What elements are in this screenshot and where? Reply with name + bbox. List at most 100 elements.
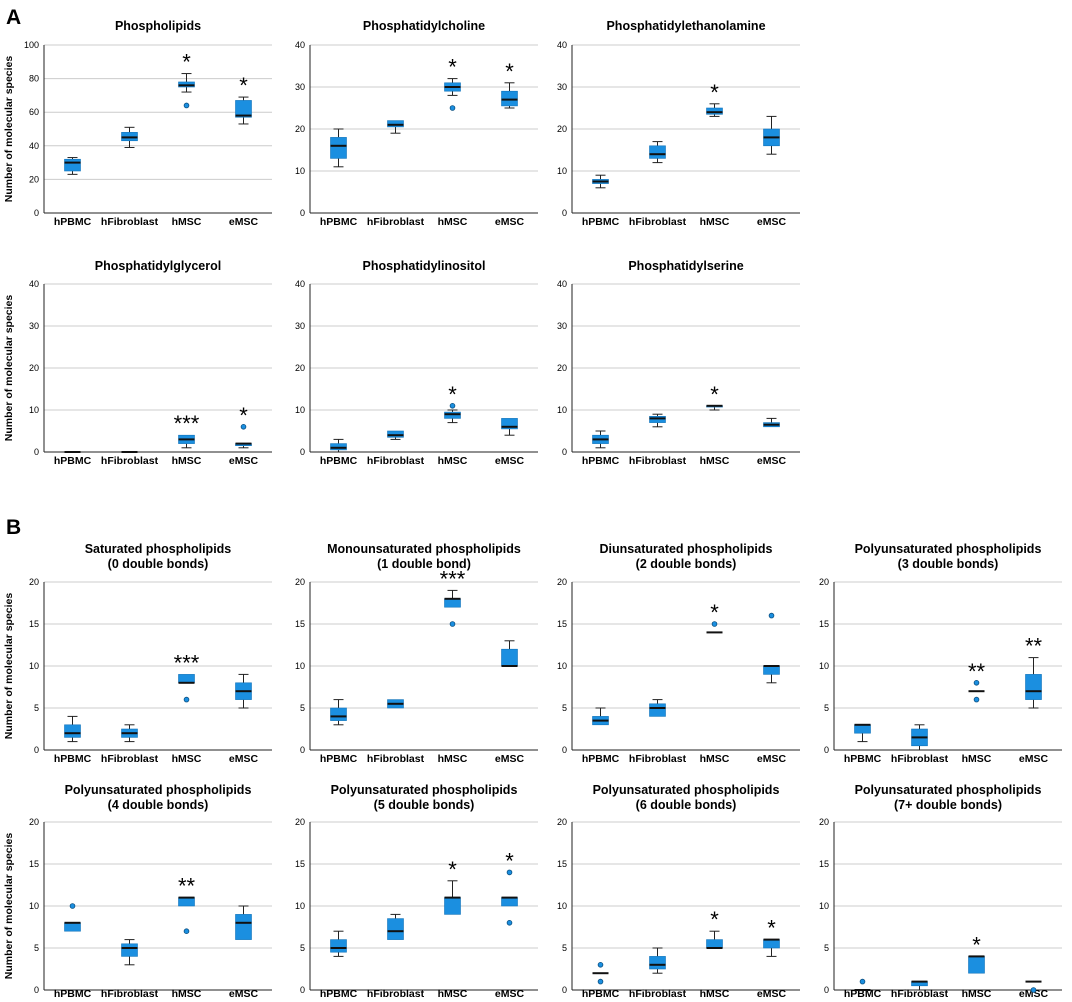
box-group bbox=[649, 699, 666, 717]
x-tick-label: eMSC bbox=[1019, 988, 1049, 1000]
box-group bbox=[121, 724, 138, 743]
significance-marker: ** bbox=[968, 659, 986, 684]
box bbox=[649, 703, 666, 717]
box-group bbox=[911, 724, 928, 751]
x-tick-label: hPBMC bbox=[320, 216, 358, 228]
box-group bbox=[592, 707, 609, 726]
box bbox=[330, 443, 347, 451]
chart-5: Phosphatidylinositol 0 10 20 30 40 hPBMC hFibro… bbox=[295, 259, 538, 467]
significance-marker: * bbox=[448, 382, 457, 407]
x-tick-label: eMSC bbox=[229, 988, 259, 1000]
box bbox=[706, 107, 723, 115]
x-tick-label: hMSC bbox=[700, 988, 730, 1000]
box-group: * bbox=[444, 382, 461, 424]
x-tick-label: hPBMC bbox=[582, 988, 620, 1000]
x-tick-label: hFibroblast bbox=[367, 988, 425, 1000]
y-tick-label: 5 bbox=[34, 703, 39, 713]
y-tick-label: 0 bbox=[300, 985, 305, 995]
x-tick-label: hPBMC bbox=[844, 753, 882, 765]
chart-12: Polyunsaturated phospholipids(5 double b… bbox=[295, 783, 538, 1000]
x-tick-label: hFibroblast bbox=[101, 216, 159, 228]
y-axis-label: Number of molecular species bbox=[3, 593, 15, 740]
y-tick-label: 0 bbox=[34, 985, 39, 995]
chart-title: Phosphatidylglycerol bbox=[95, 259, 221, 273]
box-group bbox=[64, 715, 81, 743]
outlier-point bbox=[597, 978, 604, 985]
outlier-point bbox=[973, 696, 980, 703]
outlier-point bbox=[859, 978, 866, 985]
y-tick-label: 20 bbox=[557, 124, 567, 134]
box bbox=[763, 665, 780, 675]
box-group: * bbox=[178, 50, 195, 109]
y-tick-label: 20 bbox=[819, 817, 829, 827]
box-group bbox=[235, 673, 252, 709]
x-tick-label: hPBMC bbox=[582, 455, 620, 467]
box-group: * bbox=[444, 857, 461, 915]
x-tick-label: hFibroblast bbox=[101, 988, 159, 1000]
box-group bbox=[64, 157, 81, 175]
x-tick-label: hMSC bbox=[962, 753, 992, 765]
box bbox=[501, 418, 518, 430]
box-group bbox=[592, 961, 609, 985]
y-tick-label: 10 bbox=[557, 661, 567, 671]
x-tick-label: hFibroblast bbox=[629, 988, 687, 1000]
box bbox=[649, 415, 666, 423]
box bbox=[706, 939, 723, 949]
outlier-point bbox=[183, 928, 190, 934]
outlier-point bbox=[973, 679, 980, 686]
chart-title: (5 double bonds) bbox=[374, 798, 475, 812]
y-tick-label: 0 bbox=[562, 447, 567, 457]
y-tick-label: 10 bbox=[557, 405, 567, 415]
x-tick-label: hPBMC bbox=[54, 988, 92, 1000]
y-tick-label: 40 bbox=[295, 279, 305, 289]
x-tick-label: hFibroblast bbox=[629, 455, 687, 467]
y-axis-label: Number of molecular species bbox=[3, 833, 15, 980]
panel-label-b: B bbox=[6, 516, 21, 539]
significance-marker: * bbox=[767, 916, 776, 941]
y-tick-label: 40 bbox=[29, 141, 39, 151]
chart-title: Phosphatidylserine bbox=[628, 259, 743, 273]
x-tick-label: hFibroblast bbox=[891, 753, 949, 765]
x-tick-label: eMSC bbox=[495, 753, 525, 765]
x-tick-label: hFibroblast bbox=[629, 753, 687, 765]
box-group: * bbox=[235, 403, 252, 449]
box-group bbox=[854, 723, 871, 743]
box bbox=[649, 145, 666, 159]
chart-title: Polyunsaturated phospholipids bbox=[855, 783, 1042, 797]
outlier-point bbox=[597, 961, 604, 968]
box bbox=[178, 897, 195, 907]
x-tick-label: hFibroblast bbox=[367, 216, 425, 228]
y-tick-label: 20 bbox=[295, 363, 305, 373]
x-tick-label: hMSC bbox=[172, 216, 202, 228]
y-tick-label: 0 bbox=[34, 447, 39, 457]
box-group bbox=[121, 939, 138, 966]
box-group bbox=[763, 417, 780, 428]
y-tick-label: 30 bbox=[29, 321, 39, 331]
y-tick-label: 10 bbox=[557, 166, 567, 176]
y-tick-label: 80 bbox=[29, 74, 39, 84]
box bbox=[235, 914, 252, 940]
box-group: ** bbox=[968, 659, 986, 703]
box-group: * bbox=[706, 80, 723, 117]
outlier-point bbox=[449, 105, 456, 111]
box bbox=[64, 724, 81, 738]
box-group: * bbox=[444, 55, 461, 111]
box bbox=[387, 120, 404, 128]
x-tick-label: eMSC bbox=[757, 455, 787, 467]
x-tick-label: hMSC bbox=[700, 753, 730, 765]
box-group bbox=[330, 699, 347, 726]
box-group bbox=[235, 905, 252, 940]
chart-title: Monounsaturated phospholipids bbox=[327, 542, 521, 556]
y-tick-label: 15 bbox=[29, 619, 39, 629]
outlier-point bbox=[183, 696, 190, 703]
y-tick-label: 5 bbox=[562, 703, 567, 713]
chart-title: (0 double bonds) bbox=[108, 557, 209, 571]
significance-marker: * bbox=[710, 382, 719, 407]
chart-4: Phosphatidylglycerol 0 10 20 30 40 Number of m… bbox=[3, 259, 272, 467]
y-tick-label: 30 bbox=[295, 82, 305, 92]
box bbox=[444, 897, 461, 915]
y-tick-label: 100 bbox=[24, 40, 39, 50]
x-tick-label: hPBMC bbox=[54, 216, 92, 228]
significance-marker: * bbox=[448, 55, 457, 80]
